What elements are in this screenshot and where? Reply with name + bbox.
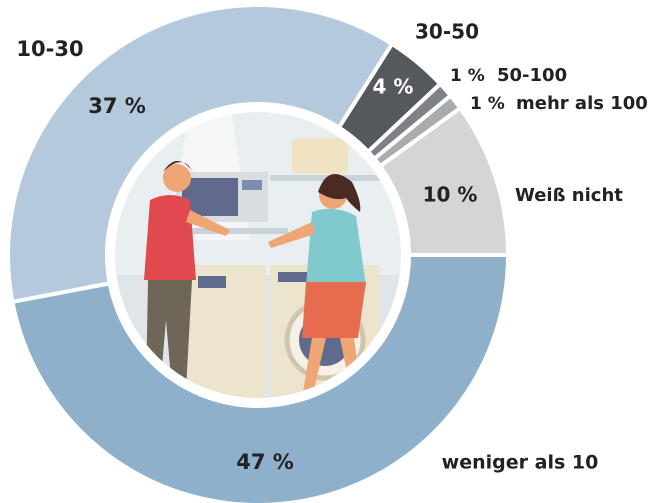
value-label: 10 % bbox=[423, 183, 478, 207]
category-label: 50-100 bbox=[497, 65, 567, 86]
category-label: 30-50 bbox=[415, 20, 479, 44]
category-label: 10-30 bbox=[16, 37, 83, 61]
value-label: 1 % bbox=[470, 94, 505, 114]
value-label: 37 % bbox=[88, 94, 146, 118]
category-label: mehr als 100 bbox=[516, 93, 648, 114]
value-label: 1 % bbox=[450, 66, 485, 86]
chart: 4 % 30-50 1 % 50-100 1 % mehr als 100 10 % Weiß… bbox=[0, 0, 662, 503]
category-label: weniger als 10 bbox=[442, 452, 599, 474]
category-label: Weiß nicht bbox=[515, 185, 623, 206]
page: 4 % 30-50 1 % 50-100 1 % mehr als 100 10 % Weiß… bbox=[0, 0, 662, 503]
value-label: 47 % bbox=[236, 450, 294, 474]
value-label: 4 % bbox=[373, 75, 414, 99]
